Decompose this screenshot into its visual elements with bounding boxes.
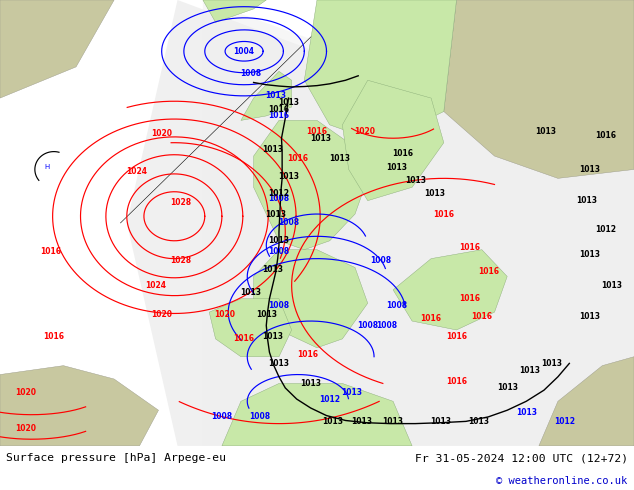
Text: Fr 31-05-2024 12:00 UTC (12+72): Fr 31-05-2024 12:00 UTC (12+72): [415, 453, 628, 463]
Text: 1013: 1013: [534, 127, 556, 136]
Text: 1013: 1013: [579, 250, 600, 259]
Text: 1013: 1013: [265, 91, 287, 100]
Text: 1013: 1013: [328, 154, 350, 163]
Polygon shape: [393, 250, 507, 330]
Text: 1012: 1012: [268, 190, 290, 198]
Polygon shape: [254, 121, 368, 250]
Text: 1008: 1008: [376, 321, 398, 330]
Polygon shape: [342, 80, 444, 201]
Text: 1013: 1013: [262, 265, 283, 274]
Text: 1008: 1008: [240, 69, 261, 78]
Text: 1020: 1020: [15, 423, 36, 433]
Text: 1013: 1013: [265, 210, 287, 219]
Polygon shape: [304, 0, 456, 143]
Text: 1016: 1016: [433, 210, 455, 219]
Text: 1013: 1013: [496, 384, 518, 392]
Text: 1028: 1028: [170, 198, 191, 207]
Text: 1013: 1013: [576, 196, 597, 205]
Text: 1016: 1016: [420, 314, 442, 323]
Text: 1013: 1013: [515, 408, 537, 417]
Text: 1013: 1013: [341, 388, 363, 397]
Polygon shape: [254, 250, 368, 348]
Text: © weatheronline.co.uk: © weatheronline.co.uk: [496, 476, 628, 486]
Text: 1013: 1013: [322, 417, 344, 426]
Text: H: H: [44, 165, 49, 171]
Text: 1008: 1008: [278, 219, 299, 227]
Text: 1016: 1016: [595, 131, 616, 141]
Text: 1013: 1013: [404, 176, 426, 185]
Polygon shape: [539, 357, 634, 446]
Text: 1020: 1020: [15, 388, 36, 397]
Text: 1016: 1016: [43, 332, 65, 341]
Text: 1020: 1020: [151, 310, 172, 319]
Text: 1012: 1012: [319, 394, 340, 404]
Text: 1008: 1008: [370, 256, 391, 266]
Text: 1020: 1020: [151, 129, 172, 138]
Text: 1016: 1016: [446, 332, 467, 341]
Text: 1013: 1013: [579, 312, 600, 321]
Text: 1013: 1013: [468, 417, 489, 426]
Text: 1013: 1013: [268, 236, 290, 245]
Text: 1013: 1013: [382, 417, 404, 426]
Polygon shape: [0, 0, 114, 98]
Text: 1016: 1016: [233, 334, 255, 343]
Text: 1016: 1016: [446, 377, 467, 386]
Text: 1013: 1013: [268, 359, 290, 368]
Polygon shape: [209, 299, 292, 357]
Text: 1013: 1013: [278, 98, 299, 107]
Text: 1016: 1016: [392, 149, 413, 158]
Text: 1013: 1013: [351, 417, 372, 426]
Text: 1016: 1016: [306, 127, 328, 136]
Polygon shape: [127, 0, 634, 446]
Text: 1012: 1012: [553, 417, 575, 426]
Text: 1016: 1016: [40, 247, 61, 256]
Text: 1008: 1008: [211, 413, 233, 421]
Text: 1013: 1013: [519, 366, 540, 374]
Text: 1013: 1013: [256, 310, 277, 319]
Text: 1013: 1013: [385, 163, 407, 172]
Text: 1008: 1008: [268, 247, 290, 256]
Text: 1024: 1024: [145, 281, 166, 290]
Text: 1004: 1004: [233, 47, 255, 56]
Text: 1016: 1016: [471, 312, 493, 321]
Text: 1016: 1016: [458, 243, 480, 252]
Text: 1020: 1020: [214, 310, 236, 319]
Text: 1008: 1008: [268, 194, 290, 203]
Text: 1013: 1013: [541, 359, 562, 368]
Text: 1013: 1013: [262, 332, 283, 341]
Polygon shape: [222, 384, 412, 446]
Polygon shape: [241, 72, 292, 121]
Text: 1008: 1008: [357, 321, 378, 330]
Text: 1016: 1016: [458, 294, 480, 303]
Text: 1016: 1016: [297, 350, 318, 359]
Polygon shape: [203, 0, 634, 446]
Text: 1016: 1016: [268, 111, 290, 121]
Text: 1024: 1024: [126, 167, 147, 176]
Text: 1013: 1013: [601, 281, 623, 290]
Text: 1008: 1008: [385, 301, 407, 310]
Text: 1013: 1013: [309, 134, 331, 143]
Polygon shape: [203, 0, 266, 22]
Text: 1013: 1013: [424, 190, 445, 198]
Text: 1020: 1020: [354, 127, 375, 136]
Text: 1028: 1028: [170, 256, 191, 266]
Text: 1013: 1013: [300, 379, 321, 388]
Text: 1012: 1012: [595, 225, 616, 234]
Text: 1008: 1008: [249, 413, 271, 421]
Text: 1013: 1013: [430, 417, 451, 426]
Text: 1008: 1008: [268, 301, 290, 310]
Text: 1016: 1016: [268, 105, 290, 114]
Text: 1013: 1013: [579, 165, 600, 174]
Text: 1016: 1016: [287, 154, 309, 163]
Text: Surface pressure [hPa] Arpege-eu: Surface pressure [hPa] Arpege-eu: [6, 453, 226, 463]
Text: 1013: 1013: [278, 172, 299, 181]
Text: 1013: 1013: [240, 288, 261, 296]
Polygon shape: [444, 0, 634, 178]
Text: 1016: 1016: [477, 268, 499, 276]
Polygon shape: [0, 366, 158, 446]
Text: 1013: 1013: [262, 145, 283, 154]
